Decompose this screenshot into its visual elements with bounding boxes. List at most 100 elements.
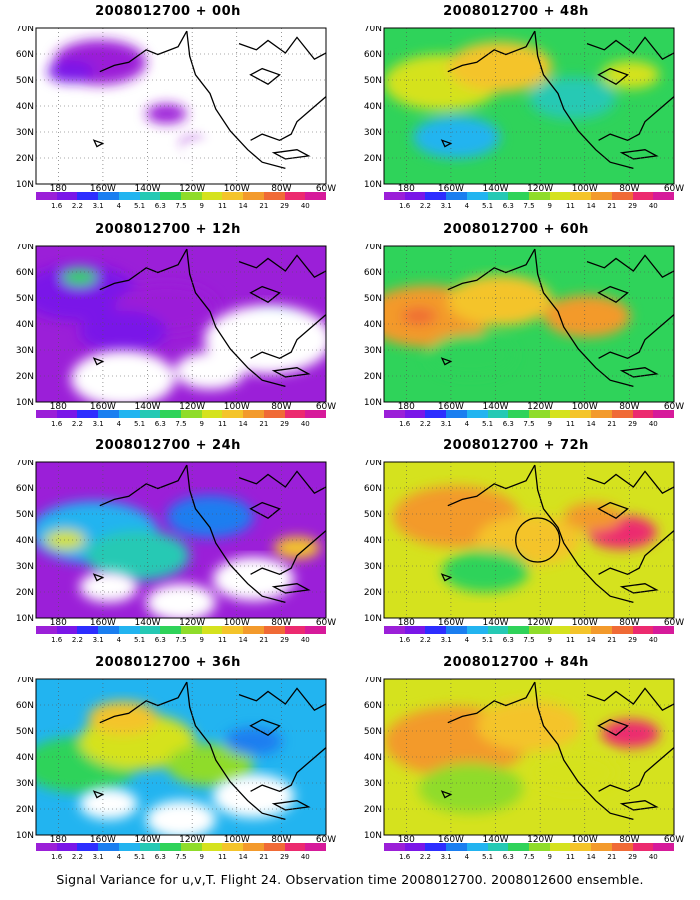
color-scale-value: 4 <box>464 420 470 428</box>
map-panel: 2008012700 + 84h 70N 60N 50N 40N 30N 20N 10N 180… <box>356 655 684 869</box>
lon-axis: 180 160W 140W 120W 100W 80W 60W <box>36 618 336 628</box>
coastline <box>92 573 105 582</box>
color-scale-value: 29 <box>280 420 290 428</box>
map-frame <box>35 27 327 185</box>
coastline <box>249 67 281 85</box>
coastline <box>99 464 188 507</box>
color-scale-value: 21 <box>607 636 617 644</box>
color-scale-segment <box>181 192 202 200</box>
lat-tick-label: 40N <box>364 320 382 330</box>
coastline <box>250 314 326 360</box>
coastline <box>238 687 326 712</box>
map-frame <box>383 245 675 403</box>
color-scale-labels: 1.6 2.2 3.1 4 5.1 6.3 7.5 9 11 14 21 29 40 <box>384 636 674 648</box>
color-scale-value: 4 <box>116 202 122 210</box>
low-variance-area <box>146 583 216 618</box>
lon-tick-label: 100W <box>223 402 250 412</box>
color-scale-segment <box>305 410 327 418</box>
color-scale-segment <box>591 192 612 200</box>
color-scale-labels: 1.6 2.2 3.1 4 5.1 6.3 7.5 9 11 14 21 29 40 <box>36 202 326 214</box>
color-scale-segment <box>222 410 244 418</box>
color-scale-segment <box>181 843 202 851</box>
coastline <box>186 682 286 821</box>
color-scale-segment <box>305 626 327 634</box>
color-scale-value: 40 <box>648 636 658 644</box>
color-scale-segment <box>549 192 571 200</box>
coastline <box>99 248 188 291</box>
lat-tick-label: 10N <box>364 180 382 188</box>
lon-tick-label: 120W <box>179 402 206 412</box>
coastline <box>586 36 674 61</box>
color-scale-segment <box>243 626 264 634</box>
coastline <box>250 747 326 793</box>
color-scale-segment <box>160 192 182 200</box>
color-scale-segment <box>570 843 592 851</box>
color-scale-segment <box>201 626 223 634</box>
lat-tick-label: 20N <box>16 588 34 598</box>
lon-tick-label: 160W <box>89 618 116 628</box>
variance-blob <box>85 530 190 581</box>
color-scale-bar <box>384 192 675 200</box>
lon-tick-label: 140W <box>134 618 161 628</box>
color-scale-value: 1.6 <box>51 420 63 428</box>
lat-tick-label: 40N <box>364 753 382 763</box>
color-scale-segment <box>139 410 161 418</box>
color-scale-segment <box>632 410 654 418</box>
color-scale-value: 2.2 <box>419 636 431 644</box>
lon-tick-label: 180 <box>397 618 415 628</box>
map-frame <box>35 678 327 836</box>
variance-blob <box>447 275 553 326</box>
color-scale-value: 9 <box>547 853 552 861</box>
lat-tick-label: 30N <box>16 562 34 572</box>
color-scale-bar <box>36 843 327 851</box>
lat-tick-label: 60N <box>364 484 382 494</box>
color-scale-value: 11 <box>217 202 227 210</box>
lon-tick-label: 140W <box>134 835 161 845</box>
color-scale-value: 4 <box>464 853 470 861</box>
lon-tick-label: 160W <box>437 618 464 628</box>
map-panel: 2008012700 + 72h 70N 60N 50N 40N 30N 20N 10N 180… <box>356 438 684 652</box>
lon-tick-label: 60W <box>663 402 685 412</box>
lat-tick-label: 60N <box>364 268 382 278</box>
lat-tick-label: 10N <box>364 398 382 406</box>
variance-blob <box>427 334 515 377</box>
color-scale-segment <box>508 843 530 851</box>
color-scale-segment <box>305 843 327 851</box>
lon-tick-label: 60W <box>315 835 337 845</box>
lat-tick-label: 60N <box>364 701 382 711</box>
lon-tick-label: 180 <box>397 402 415 412</box>
color-scale-segment <box>263 626 285 634</box>
color-scale-value: 6.3 <box>154 636 166 644</box>
color-scale-value: 5.1 <box>481 853 494 861</box>
color-scale-segment <box>118 626 140 634</box>
color-scale-value: 5.1 <box>481 636 494 644</box>
lon-tick-label: 100W <box>223 618 250 628</box>
lon-axis: 180 160W 140W 120W 100W 80W 60W <box>36 402 336 412</box>
color-scale-segment <box>222 626 244 634</box>
lon-tick-label: 100W <box>571 184 598 194</box>
color-scale-segment <box>56 843 78 851</box>
coastline <box>597 718 629 736</box>
color-scale-segment <box>56 192 78 200</box>
color-scale-segment <box>404 192 426 200</box>
lon-tick-label: 60W <box>315 618 337 628</box>
lon-tick-label: 80W <box>271 618 292 628</box>
variance-blob <box>476 700 582 752</box>
color-scale-segment <box>508 192 530 200</box>
color-scale-value: 5.1 <box>133 853 146 861</box>
color-scale-value: 40 <box>300 636 310 644</box>
color-scale-segment <box>222 843 244 851</box>
lat-tick-label: 10N <box>16 614 34 622</box>
color-scale-bar <box>384 843 675 851</box>
coastline <box>99 681 188 724</box>
lon-axis: 180 160W 140W 120W 100W 80W 60W <box>384 835 684 845</box>
lon-tick-label: 60W <box>315 402 337 412</box>
color-scale-segment <box>201 192 223 200</box>
color-scale-segment <box>446 626 467 634</box>
color-scale-value: 2.2 <box>71 636 83 644</box>
coastline <box>447 30 536 73</box>
color-scale-segment <box>611 410 633 418</box>
coastline <box>534 249 634 388</box>
panel-title: 2008012700 + 00h <box>95 4 241 19</box>
map-panel: 2008012700 + 48h 70N 60N 50N 40N 30N 20N 10N 180… <box>356 4 684 218</box>
